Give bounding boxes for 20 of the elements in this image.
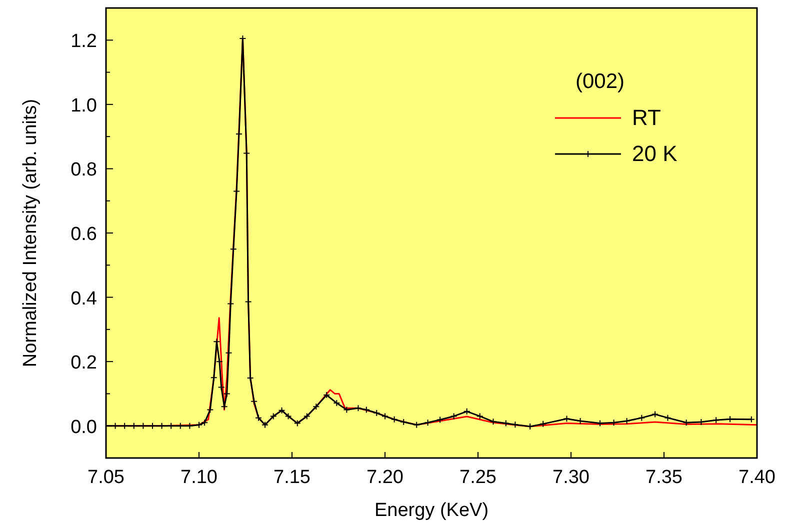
legend-title: (002) [575, 70, 625, 93]
x-tick-label: 7.30 [552, 467, 590, 488]
y-tick-label: 0.6 [70, 224, 97, 245]
x-tick-label: 7.05 [88, 467, 124, 488]
y-tick-label: 0.2 [70, 352, 97, 374]
legend-label: 20 K [632, 141, 678, 166]
x-tick-label: 7.35 [646, 467, 682, 488]
y-tick-label: 1.0 [70, 95, 97, 116]
y-tick-label: 0.8 [70, 160, 97, 181]
y-axis-title: Normalized Intensity (arb. units) [20, 98, 41, 368]
x-tick-label: 7.25 [460, 467, 496, 488]
x-tick-label: 7.20 [366, 467, 404, 488]
x-tick-label: 7.10 [180, 467, 218, 488]
x-axis-title: Energy (KeV) [374, 500, 489, 521]
legend-label: RT [632, 105, 661, 130]
y-tick-label: 0.0 [70, 416, 97, 438]
y-tick-label: 0.4 [70, 288, 98, 310]
x-tick-label: 7.15 [274, 467, 310, 488]
y-tick-label: 1.2 [70, 31, 97, 52]
x-tick-label: 7.40 [738, 467, 776, 488]
